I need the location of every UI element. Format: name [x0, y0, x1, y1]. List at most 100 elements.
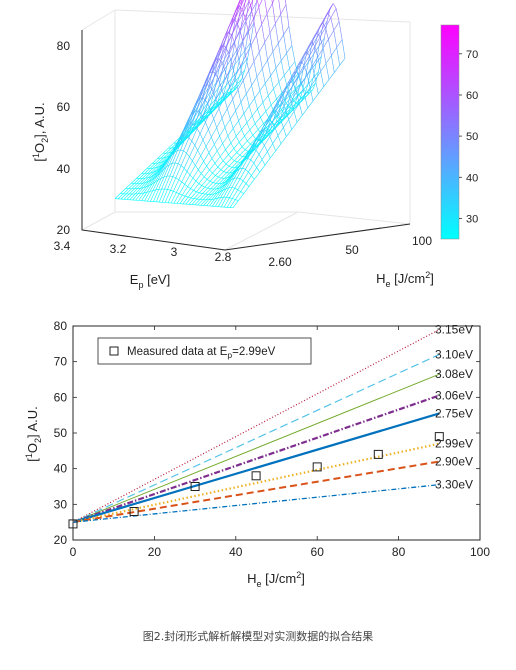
mesh-line: [160, 166, 167, 179]
mesh-line: [227, 93, 231, 97]
mesh-line: [192, 169, 199, 179]
mesh-line: [237, 30, 241, 49]
mesh-line: [192, 150, 198, 162]
mesh-line: [304, 95, 308, 99]
mesh-line: [243, 1, 250, 13]
mesh-line: [289, 86, 293, 100]
mesh-line: [217, 58, 222, 62]
fit-line-2.99eV: [72, 442, 440, 524]
mesh-line: [307, 77, 314, 85]
mesh-line: [157, 172, 161, 176]
fit-line-3.06eV: [72, 394, 440, 524]
axes-3d-box: [81, 9, 411, 251]
mesh-line: [247, 42, 251, 59]
mesh-line: [237, 80, 244, 90]
mesh-line: [245, 169, 249, 173]
mesh-line: [285, 0, 287, 5]
mesh-line: [162, 147, 169, 154]
mesh-line: [254, 98, 258, 110]
mesh-line: [240, 102, 245, 114]
mesh-line: [203, 176, 208, 180]
mesh-line: [144, 168, 151, 174]
mesh-line: [198, 169, 202, 174]
series-label: 3.06eV: [435, 389, 473, 403]
mesh-line: [226, 76, 230, 88]
mesh-line: [239, 0, 243, 7]
mesh-line: [251, 85, 255, 99]
mesh-line: [228, 78, 232, 89]
mesh-line: [211, 127, 217, 138]
mesh-line: [312, 71, 319, 79]
mesh-line: [231, 170, 237, 181]
mesh-line: [125, 183, 132, 189]
mesh-line: [210, 183, 217, 190]
mesh-line: [254, 123, 259, 130]
mesh-line: [303, 45, 310, 56]
mesh-line: [209, 181, 214, 183]
mesh-line: [211, 158, 216, 164]
mesh-line: [228, 178, 235, 188]
mesh-line: [128, 188, 135, 195]
mesh-line: [214, 144, 218, 152]
mesh-line: [144, 172, 151, 179]
mesh-line: [250, 150, 257, 160]
mesh-line: [215, 175, 219, 178]
mesh-line: [258, 154, 263, 160]
mesh-line: [163, 166, 167, 170]
mesh-line: [157, 153, 164, 159]
mesh-line: [150, 189, 156, 202]
mesh-line: [216, 51, 220, 65]
mesh-line: [264, 0, 268, 14]
mesh-line: [309, 89, 313, 94]
mesh-line: [158, 162, 162, 164]
mesh-line: [203, 78, 207, 87]
mesh-line: [228, 42, 235, 55]
mesh-line: [266, 13, 271, 34]
mesh-line: [229, 197, 233, 199]
mesh-line: [203, 199, 210, 206]
mesh-line: [292, 80, 296, 90]
mesh-line: [253, 51, 260, 62]
mesh-line: [200, 86, 204, 97]
mesh-line: [245, 183, 250, 187]
mesh-line: [254, 117, 261, 124]
mesh-line: [202, 87, 209, 98]
mesh-line: [211, 150, 218, 159]
mesh-line: [273, 111, 278, 117]
mesh-line: [207, 182, 214, 189]
mesh-line: [186, 140, 193, 154]
mesh-line: [275, 23, 279, 44]
mesh-line: [235, 4, 239, 18]
x-axis-label: He [J/cm2]: [247, 570, 305, 589]
mesh-line: [277, 135, 282, 144]
mesh-line: [244, 17, 249, 31]
mesh-line: [299, 103, 303, 116]
mesh-line: [286, 82, 291, 95]
mesh-line: [242, 41, 246, 56]
mesh-line: [192, 177, 197, 182]
mesh-line: [270, 98, 277, 106]
mesh-line: [203, 152, 210, 162]
mesh-line: [209, 169, 213, 174]
mesh-line: [238, 113, 245, 122]
measured-point: [373, 449, 383, 459]
mesh-line: [311, 36, 315, 48]
mesh-line: [262, 126, 266, 135]
mesh-line: [214, 106, 218, 111]
mesh-line: [140, 192, 144, 194]
mesh-line: [267, 51, 274, 61]
mesh-line: [250, 0, 254, 12]
mesh-line: [243, 105, 250, 114]
mesh-line: [233, 170, 237, 175]
mesh-line: [197, 95, 202, 107]
mesh-line: [193, 183, 200, 191]
mesh-line: [237, 164, 241, 168]
mesh-line: [280, 60, 285, 76]
mesh-line: [197, 199, 204, 206]
y-axis-label: [1O2] A.U.: [24, 406, 43, 462]
mesh-line: [195, 97, 199, 107]
mesh-line: [270, 122, 277, 130]
mesh-line: [205, 87, 209, 100]
mesh-line: [132, 193, 139, 201]
mesh-line: [232, 198, 236, 200]
